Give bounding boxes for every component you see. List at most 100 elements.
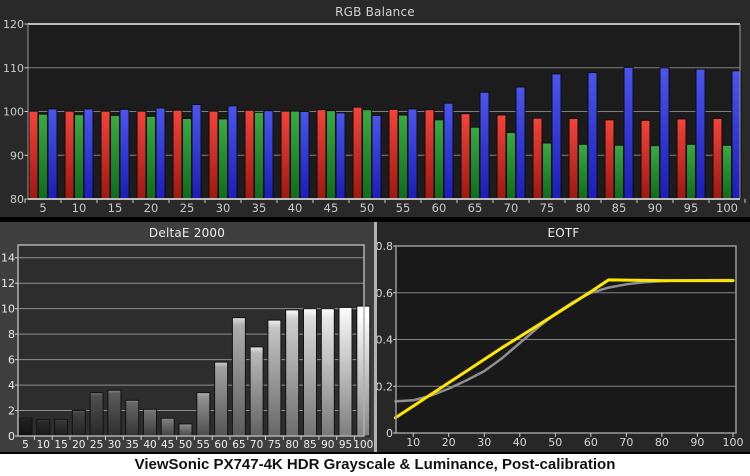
blue-bar-75 (551, 73, 562, 200)
green-bar-95 (686, 143, 696, 200)
red-bar-5 (28, 110, 39, 200)
green-bar-40 (290, 110, 300, 200)
tick-label: 15 (108, 201, 123, 215)
blue-bar-40 (299, 111, 310, 200)
deltae-bar-75 (267, 319, 282, 437)
blue-bar-30 (227, 105, 238, 200)
red-bar-25 (172, 109, 183, 200)
caption-bar: ViewSonic PX747-4K HDR Grayscale & Lumin… (0, 452, 750, 476)
tick-label: 20 (72, 439, 85, 451)
tick-label: 70 (250, 439, 263, 451)
rgb-balance-title: RGB Balance (335, 5, 415, 19)
blue-bar-10 (83, 108, 94, 200)
tick-label: 0.8 (377, 240, 393, 253)
tick-label: 5 (39, 201, 46, 215)
tick-label: 70 (619, 436, 633, 449)
blue-bar-55 (407, 108, 418, 200)
red-bar-50 (352, 106, 363, 200)
blue-bar-5 (47, 108, 58, 200)
tick-label: 55 (396, 201, 411, 215)
tick-label: 100 (716, 201, 738, 215)
deltae-chart: 0 2 4 6 8 10 12 14 5 10 15 20 25 30 35 40 45 50 55 60 65 70 75… (1, 244, 373, 451)
tick-label: 6 (8, 354, 15, 367)
tick-label: 40 (143, 439, 156, 451)
tick-label: 90 (690, 436, 704, 449)
deltae-bar-70 (249, 346, 264, 437)
tick-label: 60 (214, 439, 227, 451)
tick-label: 0.2 (377, 380, 393, 393)
tick-label: 25 (180, 201, 195, 215)
blue-bar-80 (587, 72, 598, 200)
tick-label: 12 (1, 277, 15, 290)
red-bar-80 (568, 118, 579, 200)
red-bar-40 (280, 110, 291, 200)
deltae-panel: DeltaE 2000 0 2 4 6 8 10 12 14 5 10 15 20 25 30 35 40 45… (0, 222, 374, 452)
deltae-bar-40 (143, 408, 157, 437)
eotf-title: EOTF (547, 226, 580, 240)
tick-label: 90 (10, 149, 24, 162)
red-bar-55 (388, 108, 399, 200)
deltae-bar-60 (214, 361, 229, 437)
tick-label: 40 (288, 201, 303, 215)
tick-label: 95 (339, 439, 352, 451)
tick-label: 70 (504, 201, 519, 215)
deltae-bar-50 (178, 423, 193, 437)
red-bar-85 (604, 119, 615, 200)
tick-label: 60 (584, 436, 598, 449)
red-bar-15 (100, 110, 111, 200)
tick-label: 20 (442, 436, 456, 449)
deltae-bar-80 (285, 309, 300, 437)
tick-label: 40 (513, 436, 527, 449)
tick-label: 75 (268, 439, 281, 451)
tick-label: 30 (216, 201, 231, 215)
caption-text: ViewSonic PX747-4K HDR Grayscale & Lumin… (134, 456, 616, 473)
green-bar-70 (506, 132, 516, 200)
blue-bar-25 (191, 104, 202, 200)
blue-bar-60 (443, 102, 454, 200)
tick-label: 50 (548, 436, 562, 449)
blue-bar-50 (371, 114, 382, 200)
deltae-bar-5 (18, 417, 33, 437)
deltae-bar-95 (338, 306, 353, 437)
panel-divider (374, 222, 377, 452)
eotf-panel: EOTF 0 0.2 0.4 0.6 0.8 10 20 30 40 50 60 70 80 90 100 (377, 222, 750, 452)
deltae-bar-90 (320, 308, 335, 437)
blue-bar-65 (479, 91, 490, 200)
tick-label: 25 (90, 439, 103, 451)
tick-label: 0 (8, 430, 15, 443)
tick-label: 85 (612, 201, 627, 215)
tick-label: 55 (197, 439, 210, 451)
blue-bar-20 (155, 107, 166, 200)
tick-label: 45 (324, 201, 339, 215)
green-bar-90 (650, 145, 660, 200)
tick-label: 110 (3, 62, 24, 75)
tick-label: 30 (108, 439, 121, 451)
tick-label: 35 (252, 201, 267, 215)
rgb-balance-chart: 80 90 100 110 120 5 10 15 20 25 30 35 40 45 50 55 60 65 70… (3, 18, 746, 215)
tick-label: 45 (161, 439, 174, 451)
tick-label: 4 (8, 379, 15, 392)
green-bar-30 (218, 118, 228, 200)
green-bar-50 (362, 109, 372, 200)
eotf-line-measured-curve (393, 278, 735, 420)
red-bar-45 (316, 109, 327, 200)
deltae-bar-20 (71, 410, 86, 437)
tick-label: 95 (684, 201, 699, 215)
tick-label: 80 (10, 193, 24, 206)
deltae-axes (15, 244, 365, 440)
tick-label: 10 (72, 201, 87, 215)
panel-separator (0, 217, 750, 222)
deltae-bar-45 (160, 417, 175, 437)
red-bar-75 (532, 117, 543, 200)
green-bar-60 (434, 119, 444, 200)
green-bar-20 (146, 115, 156, 200)
tick-label: 120 (3, 18, 24, 31)
tick-label: 20 (144, 201, 159, 215)
green-bar-55 (398, 114, 408, 200)
tick-label: 30 (477, 436, 491, 449)
red-bar-35 (244, 109, 255, 200)
tick-label: 2 (8, 405, 15, 418)
green-bar-75 (542, 142, 552, 200)
red-bar-100 (712, 118, 723, 200)
red-bar-65 (460, 113, 471, 200)
